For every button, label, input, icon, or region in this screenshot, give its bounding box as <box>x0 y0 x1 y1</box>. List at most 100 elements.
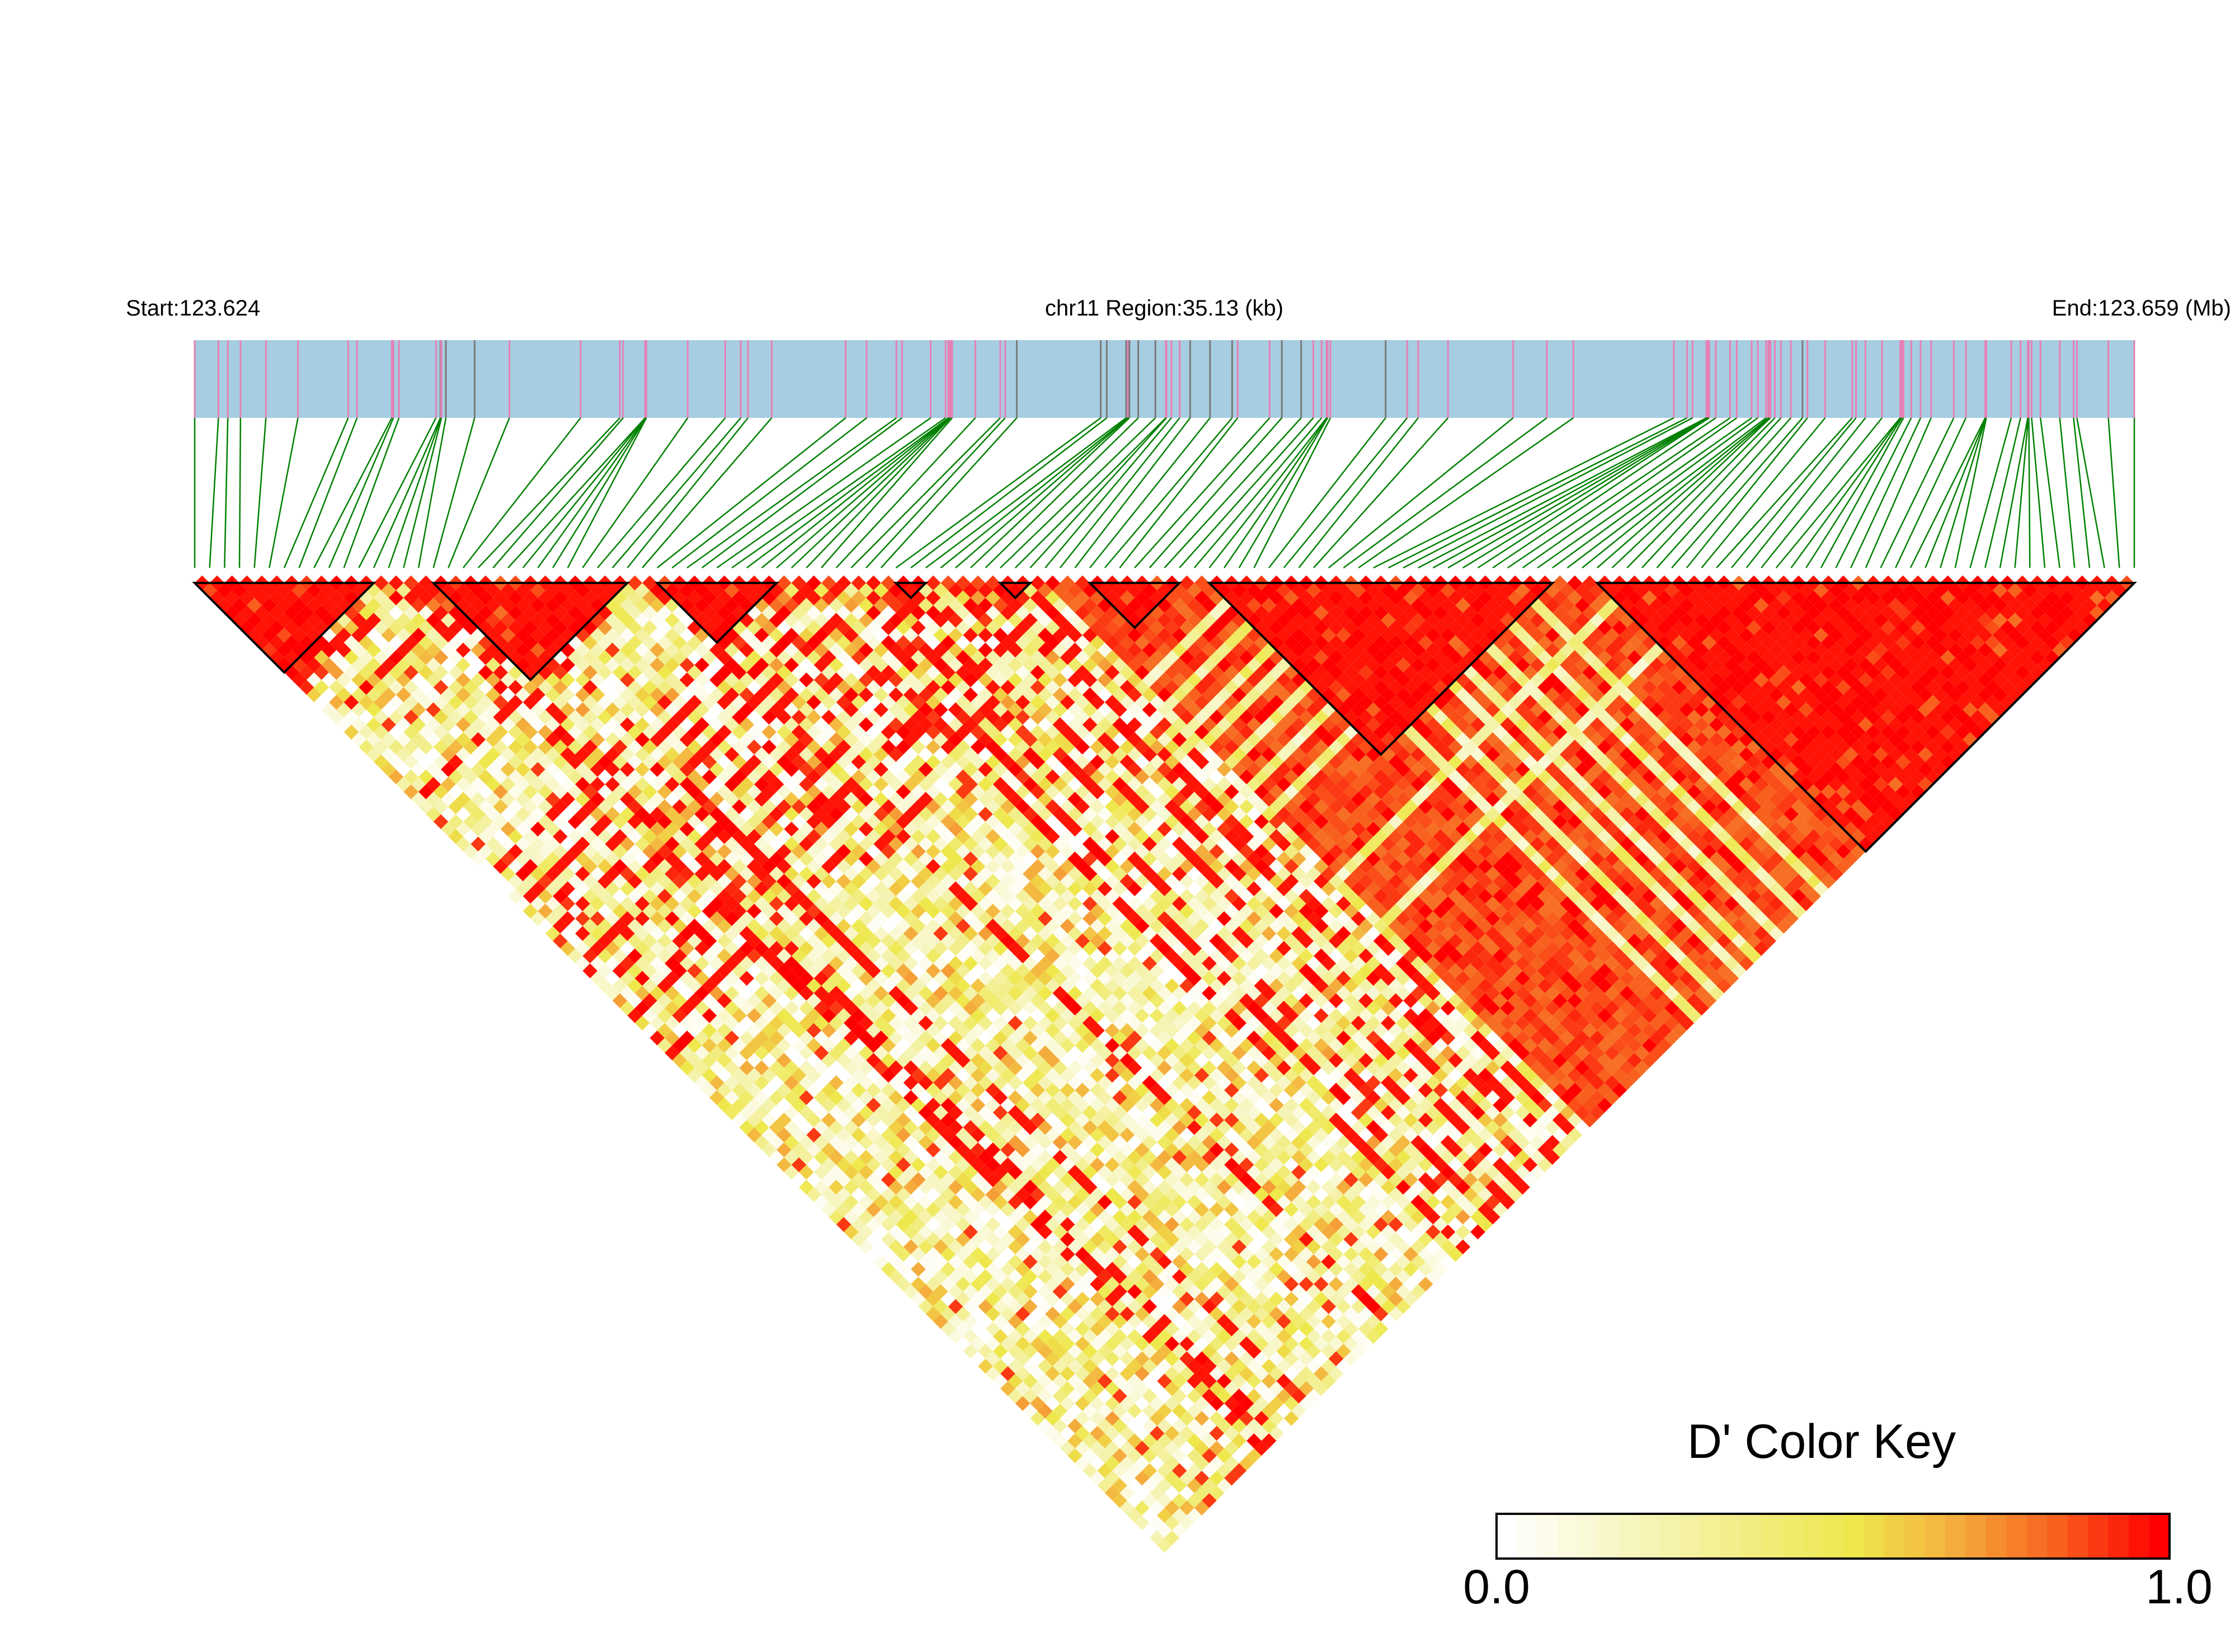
ld-cell <box>1104 1336 1120 1352</box>
ld-cell <box>1194 1456 1210 1471</box>
ld-cell <box>284 590 299 606</box>
ld-cell <box>1052 1358 1068 1374</box>
ld-cell <box>1157 1344 1172 1359</box>
ld-cell <box>851 1098 867 1113</box>
ld-cell <box>366 583 382 598</box>
ld-cell <box>985 1217 1001 1232</box>
ld-cell <box>1112 1403 1127 1419</box>
ld-cell <box>262 628 277 643</box>
ld-cell <box>486 792 501 807</box>
ld-cell <box>374 695 389 710</box>
ld-cell <box>418 754 434 770</box>
ld-cell <box>1135 1470 1150 1486</box>
ld-cell <box>359 620 374 636</box>
ld-cell <box>612 933 628 949</box>
ld-cell <box>650 836 665 852</box>
ld-cell <box>813 1000 829 1016</box>
ld-cell <box>1171 1448 1187 1463</box>
ld-cell <box>1164 1366 1180 1381</box>
ld-cell <box>1082 1418 1098 1434</box>
ld-cell <box>746 1098 762 1113</box>
ld-cell <box>844 1165 859 1180</box>
ld-cell <box>418 724 434 740</box>
snp-connector <box>1193 417 1323 568</box>
ld-cell <box>1052 1389 1068 1404</box>
ld-cell <box>530 836 545 852</box>
ld-cell <box>933 1239 948 1255</box>
snp-connector <box>806 417 951 568</box>
ld-cell <box>1209 1411 1225 1426</box>
ld-cell <box>844 1150 859 1165</box>
ld-cell <box>374 620 389 636</box>
ld-cell <box>844 1194 859 1210</box>
ld-cell <box>1112 1358 1127 1374</box>
ld-cell <box>1030 1351 1046 1367</box>
ld-cell <box>970 1321 986 1336</box>
snp-connector <box>970 417 1130 568</box>
ld-cell <box>1135 1485 1150 1501</box>
ld-cell <box>1037 1239 1053 1255</box>
ld-cell <box>560 792 576 807</box>
ld-cell <box>761 933 777 949</box>
ld-cell <box>500 821 516 837</box>
snp-connector <box>507 417 646 568</box>
snp-connector <box>269 417 299 568</box>
snp-connector <box>1298 417 1419 568</box>
ld-cell <box>202 583 218 598</box>
ld-cell <box>784 1075 799 1090</box>
ld-cell <box>396 583 411 598</box>
ld-cell <box>963 1224 978 1240</box>
ld-cell <box>1030 1246 1046 1262</box>
ld-cell <box>985 1336 1001 1352</box>
ld-cell <box>836 1082 851 1098</box>
ld-cell <box>612 903 628 919</box>
ld-cell <box>545 821 561 837</box>
ld-cell <box>992 1299 1008 1314</box>
ld-cell <box>650 971 665 986</box>
ld-cell <box>1060 1262 1075 1277</box>
ld-cell <box>896 1277 911 1292</box>
ld-cell <box>724 1075 740 1090</box>
ld-cell <box>500 792 516 807</box>
ld-cell <box>560 911 576 926</box>
ld-cell <box>486 717 501 732</box>
ld-cell <box>963 1209 978 1225</box>
ld-cell <box>1097 1418 1113 1434</box>
ld-cell <box>515 851 531 867</box>
ld-cell <box>1246 1448 1262 1463</box>
ld-cell <box>545 807 561 822</box>
ld-cell <box>985 1291 1001 1307</box>
ld-cell <box>1030 1411 1046 1426</box>
snp-connector <box>373 417 441 568</box>
ld-cell <box>1104 1381 1120 1396</box>
ld-cell <box>963 1299 978 1314</box>
ld-cell <box>470 747 486 763</box>
ld-cell <box>933 1254 948 1269</box>
ld-cell <box>470 792 486 807</box>
ld-cell <box>276 583 292 598</box>
ld-cell <box>582 829 598 844</box>
ld-cell <box>881 1187 896 1202</box>
ld-cell <box>978 1299 993 1314</box>
ld-cell <box>366 672 382 688</box>
ld-cell <box>1015 1217 1031 1232</box>
ld-cell <box>1179 1515 1194 1531</box>
ld-cell <box>948 1269 963 1284</box>
ld-cell <box>560 926 576 942</box>
ld-cell <box>858 1090 874 1105</box>
ld-cell <box>553 888 568 904</box>
ld-cell <box>1187 1373 1202 1389</box>
ld-cell <box>992 1344 1008 1359</box>
ld-cell <box>896 1172 911 1188</box>
ld-cell <box>650 926 665 942</box>
ld-cell <box>567 948 583 964</box>
ld-cell <box>1127 1463 1142 1479</box>
ld-cell <box>381 747 397 763</box>
ld-cell <box>1187 1493 1202 1508</box>
ld-cell <box>829 1120 844 1135</box>
ld-cell <box>851 1127 867 1143</box>
ld-cell <box>821 1023 836 1038</box>
ld-cell <box>1127 1373 1142 1389</box>
ld-cell <box>829 1179 844 1195</box>
